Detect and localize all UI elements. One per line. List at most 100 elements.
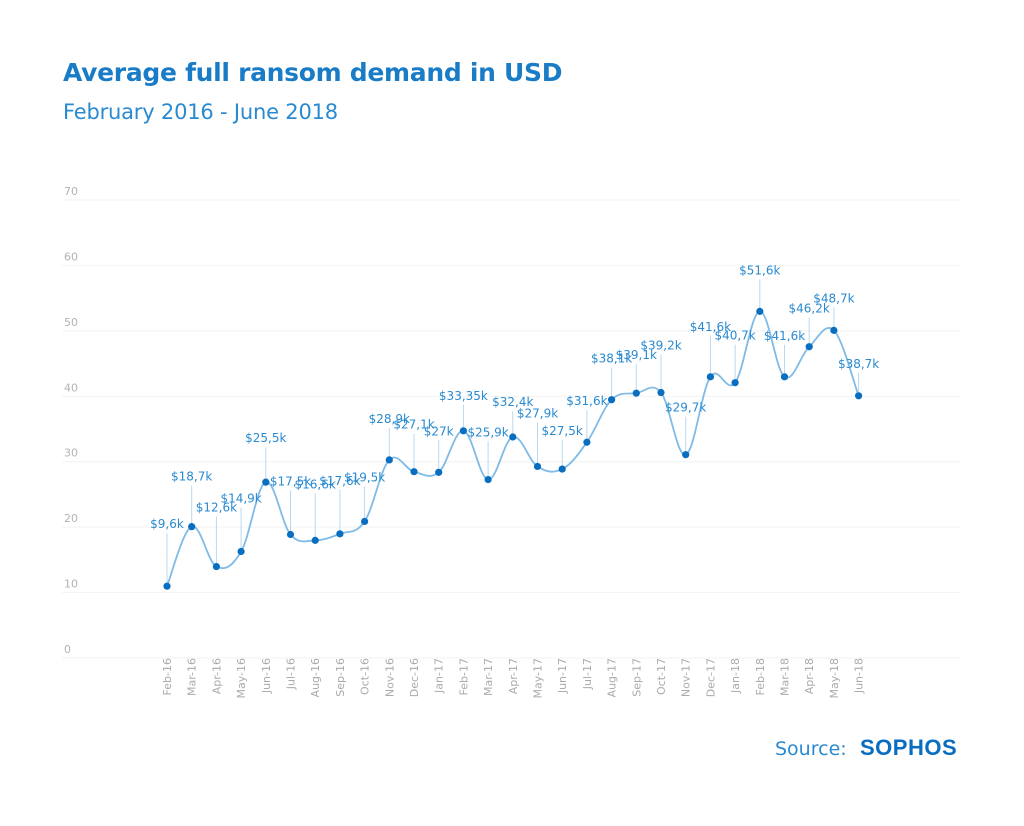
grid-lines xyxy=(62,199,960,659)
y-tick-label: 20 xyxy=(64,512,78,525)
x-tick-label: Mar-16 xyxy=(186,658,199,696)
data-point xyxy=(286,530,295,539)
data-label: $32,4k xyxy=(492,395,533,409)
data-label: $33,35k xyxy=(439,389,488,403)
x-tick-label: Nov-17 xyxy=(680,658,693,697)
data-point xyxy=(212,562,220,571)
x-tick-label: Jun-18 xyxy=(853,658,866,694)
data-point xyxy=(163,582,171,590)
x-tick-label: May-16 xyxy=(235,658,248,699)
data-labels: $9,6k $18,7k $12,6k$14,9k $25,5k $17,5k$16,6… xyxy=(150,263,879,531)
data-point xyxy=(855,392,863,400)
data-label: $12,6k xyxy=(196,501,237,515)
source-label: Source: xyxy=(775,738,847,760)
data-point xyxy=(657,388,665,397)
data-label: $16,6k xyxy=(295,477,336,491)
sophos-logo: SOPHOS xyxy=(860,735,958,760)
data-label: $48,7k xyxy=(813,291,854,305)
x-tick-label: Sep-16 xyxy=(334,658,347,697)
data-point xyxy=(262,478,270,486)
data-point xyxy=(830,326,838,334)
x-tick-label: Apr-16 xyxy=(210,658,223,694)
data-label: $39,1k xyxy=(616,348,657,362)
x-tick-label: Aug-16 xyxy=(309,658,322,697)
data-point xyxy=(361,517,369,526)
data-point xyxy=(780,373,789,381)
chart-title: Average full ransom demand in USD xyxy=(63,58,563,87)
x-tick-label: Feb-17 xyxy=(457,658,470,695)
x-tick-label: Aug-17 xyxy=(606,658,619,697)
data-label: $27,1k xyxy=(393,418,434,432)
x-tick-label: Mar-17 xyxy=(482,658,495,696)
data-point xyxy=(756,307,764,315)
data-point xyxy=(558,465,566,473)
data-label: $46,2k xyxy=(789,302,830,316)
x-tick-label: Oct-17 xyxy=(655,658,668,695)
y-tick-label: 50 xyxy=(64,316,78,329)
x-tick-label: Mar-18 xyxy=(779,658,792,696)
data-point xyxy=(583,438,591,446)
y-tick-label: 70 xyxy=(64,185,78,198)
data-label: $38,1k xyxy=(591,352,632,366)
x-tick-label: May-18 xyxy=(828,658,841,699)
data-point xyxy=(805,343,813,351)
x-tick-label: Jan-17 xyxy=(433,658,446,694)
data-label: $18,7k xyxy=(171,470,212,484)
data-label: $39,2k xyxy=(640,339,681,353)
data-label: $51,6k xyxy=(739,263,780,277)
data-label: $41,6k xyxy=(690,320,731,334)
data-point xyxy=(533,462,542,471)
data-point xyxy=(459,427,467,435)
data-points xyxy=(163,307,863,590)
data-label: $9,6k xyxy=(150,517,184,531)
data-label: $27,5k xyxy=(542,424,583,438)
data-label: $25,9k xyxy=(467,426,508,440)
x-tick-label: Jan-18 xyxy=(729,658,742,694)
x-tick-label: Jul-17 xyxy=(581,658,594,690)
data-label: $28,9k xyxy=(369,412,410,426)
data-point xyxy=(682,451,690,459)
data-label: $27,9k xyxy=(517,406,558,420)
data-point xyxy=(385,456,393,464)
data-label: $38,7k xyxy=(838,357,879,371)
data-label: $17,5k xyxy=(270,475,311,489)
data-point xyxy=(484,475,492,484)
data-label: $31,6k xyxy=(566,394,607,408)
x-tick-label: Dec-16 xyxy=(408,658,421,697)
label-leader-lines xyxy=(166,279,860,587)
data-label: $25,5k xyxy=(245,431,286,445)
x-tick-label: May-17 xyxy=(532,658,545,699)
data-point xyxy=(311,536,319,544)
data-label: $19,5k xyxy=(344,470,385,484)
data-point xyxy=(608,396,616,404)
data-label: $40,7k xyxy=(714,329,755,343)
data-point xyxy=(509,433,517,441)
x-tick-label: Dec-17 xyxy=(704,658,717,697)
x-tick-label: Oct-16 xyxy=(359,658,372,695)
y-tick-label: 30 xyxy=(64,447,78,460)
data-point xyxy=(188,523,196,531)
x-tick-label: Feb-16 xyxy=(161,658,174,695)
data-point xyxy=(706,373,715,381)
chart-subtitle: February 2016 - June 2018 xyxy=(63,100,338,124)
x-tick-label: Jun-16 xyxy=(260,658,273,694)
data-label: $27k xyxy=(424,424,454,438)
x-tick-label: Jul-16 xyxy=(285,658,298,690)
x-tick-label: Nov-16 xyxy=(383,658,396,697)
data-point xyxy=(731,379,739,387)
data-point xyxy=(632,389,640,397)
data-label: $41,6k xyxy=(764,329,805,343)
data-label: $17,6k xyxy=(319,474,360,488)
data-point xyxy=(410,468,418,476)
x-axis-ticks: Feb-16 Mar-16 Apr-16 May-16 Jun-16 Jul-16 Aug-… xyxy=(161,658,866,699)
data-label: $29,7k xyxy=(665,401,706,415)
y-tick-label: 40 xyxy=(64,381,78,394)
series-line xyxy=(166,310,860,587)
x-tick-label: Apr-18 xyxy=(803,658,816,694)
data-label: $14,9k xyxy=(220,492,261,506)
x-tick-label: Sep-17 xyxy=(630,658,643,697)
x-tick-label: Feb-18 xyxy=(754,658,767,695)
y-tick-label: 10 xyxy=(64,578,78,591)
x-tick-label: Apr-17 xyxy=(507,658,520,694)
